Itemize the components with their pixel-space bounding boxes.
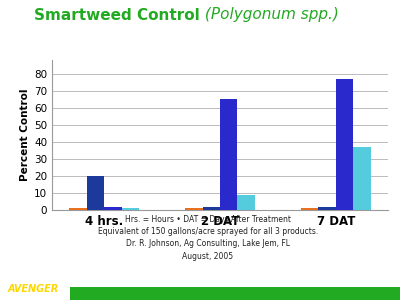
Bar bbox=[237, 195, 255, 210]
Bar bbox=[353, 147, 371, 210]
Bar bbox=[104, 207, 122, 210]
Bar bbox=[122, 208, 139, 210]
Text: AVENGER: AVENGER bbox=[8, 284, 59, 294]
Text: (Polygonum spp.): (Polygonum spp.) bbox=[200, 8, 339, 22]
Bar bbox=[87, 176, 104, 210]
Bar bbox=[185, 208, 203, 210]
Text: Hrs. = Hours • DAT = Days After Treatment
Equivalent of 150 gallons/acre sprayed: Hrs. = Hours • DAT = Days After Treatmen… bbox=[98, 214, 318, 261]
Bar bbox=[336, 79, 353, 210]
Bar bbox=[220, 99, 237, 210]
Bar bbox=[69, 208, 87, 210]
Bar bbox=[318, 207, 336, 210]
Bar bbox=[301, 208, 318, 210]
Text: Smartweed Control: Smartweed Control bbox=[34, 8, 200, 22]
Bar bbox=[203, 207, 220, 210]
Y-axis label: Percent Control: Percent Control bbox=[20, 89, 30, 181]
